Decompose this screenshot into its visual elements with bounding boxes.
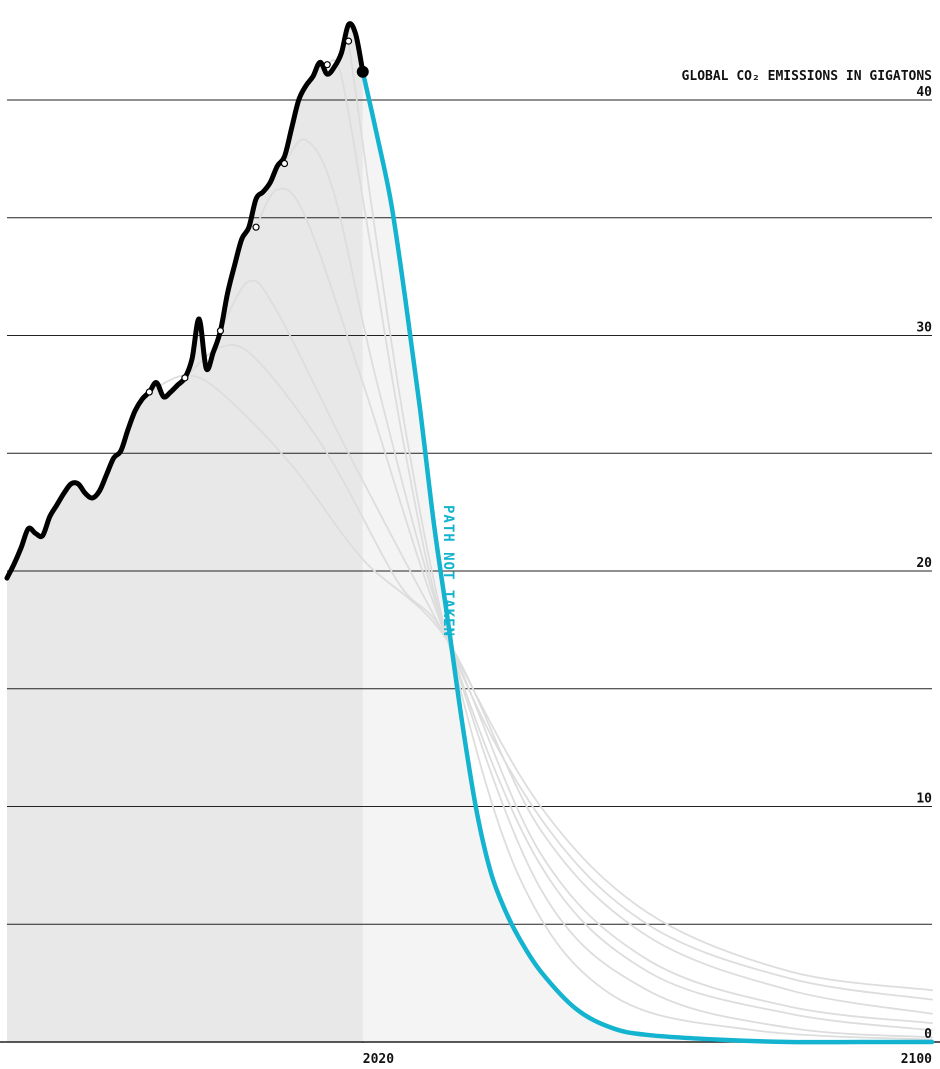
series-annotation: PATH NOT TAKEN bbox=[440, 505, 456, 637]
y-tick-label: 10 bbox=[916, 792, 932, 807]
y-tick-label: 30 bbox=[916, 321, 932, 336]
branch-dot bbox=[323, 61, 331, 69]
branch-dot bbox=[145, 388, 153, 396]
y-tick-label: 0 bbox=[924, 1027, 932, 1042]
series-line bbox=[219, 279, 933, 992]
y-tick-label: 40 bbox=[916, 85, 932, 100]
branch-dot bbox=[280, 159, 289, 168]
branch-dot bbox=[344, 37, 353, 45]
labels: GLOBAL CO₂ EMISSIONS IN GIGATONS 0 10 20 30… bbox=[363, 69, 932, 1067]
branch-dot bbox=[216, 327, 225, 335]
x-tick-label: 2020 bbox=[363, 1052, 394, 1067]
branch-dot bbox=[252, 223, 260, 231]
series-line bbox=[283, 138, 933, 1032]
series-line bbox=[347, 40, 933, 1041]
series-line bbox=[360, 69, 935, 1045]
area bbox=[362, 71, 932, 1043]
series-line bbox=[255, 187, 933, 1001]
area bbox=[7, 23, 363, 1043]
axis-label: GLOBAL CO₂ EMISSIONS IN GIGATONS bbox=[682, 69, 933, 84]
branch-dot bbox=[181, 374, 189, 382]
y-tick-label: 20 bbox=[916, 556, 932, 571]
lines bbox=[4, 21, 935, 1045]
fills bbox=[7, 23, 932, 1043]
x-tick-label: 2100 bbox=[901, 1052, 932, 1067]
start-dot bbox=[356, 65, 369, 78]
